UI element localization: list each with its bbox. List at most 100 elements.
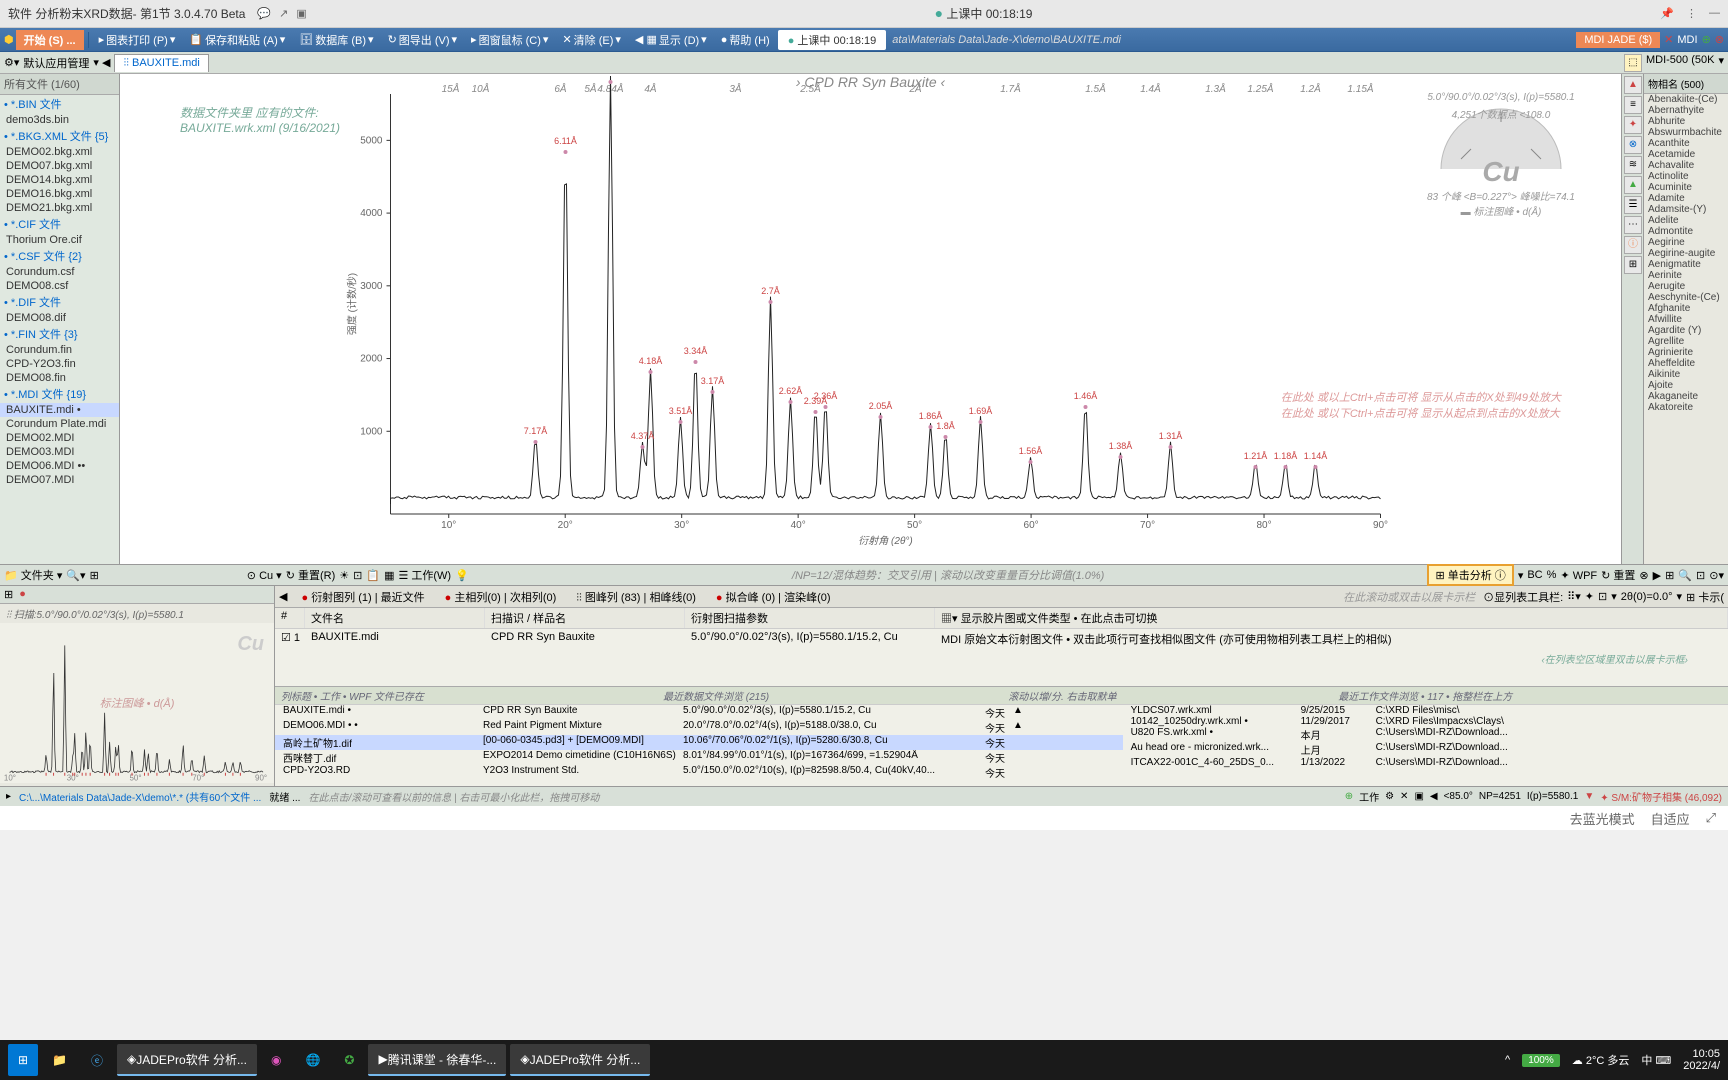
reset2-btn[interactable]: ↻ 重置	[1601, 567, 1635, 583]
tab-phase[interactable]: ● 主相列(0) | 次相列(0)	[439, 587, 563, 607]
task-jade2[interactable]: ◈ JADEPro软件 分析...	[510, 1044, 650, 1076]
phase-item[interactable]: Adamsite-(Y)	[1644, 204, 1728, 215]
tool-4[interactable]: ⊗	[1624, 136, 1642, 154]
file-item[interactable]: DEMO03.MDI	[0, 445, 119, 459]
bulb-icon[interactable]: 💡	[455, 569, 469, 582]
tool-5[interactable]: ≋	[1624, 156, 1642, 174]
phase-item[interactable]: Acuminite	[1644, 182, 1728, 193]
phase-item[interactable]: Aegirine	[1644, 237, 1728, 248]
mid-r3[interactable]: ⊡	[1696, 569, 1705, 582]
work-btn[interactable]: ☰ 工作(W)	[398, 567, 451, 583]
phase-item[interactable]: Akaganeite	[1644, 391, 1728, 402]
task-wechat[interactable]: ✪	[334, 1044, 364, 1076]
file-group[interactable]: • *.CIF 文件	[0, 215, 119, 233]
menu-display[interactable]: ◀ ▦ 显示 (D) ▾	[629, 30, 713, 50]
file-item[interactable]: DEMO07.MDI	[0, 473, 119, 487]
task-tencent[interactable]: ▶ 腾讯课堂 - 徐春华-...	[368, 1044, 506, 1076]
phase-item[interactable]: Aikinite	[1644, 369, 1728, 380]
file-item[interactable]: DEMO16.bkg.xml	[0, 187, 119, 201]
table-row[interactable]: ☑ 1 BAUXITE.mdi CPD RR Syn Bauxite 5.0°/…	[275, 629, 1728, 649]
menu-clear[interactable]: ✕ 清除 (E) ▾	[556, 30, 626, 50]
menu-cursor[interactable]: ▸ 图窗鼠标 (C) ▾	[465, 30, 554, 50]
select-tool[interactable]: ⬚	[1624, 54, 1642, 72]
tool-9[interactable]: ⓘ	[1624, 236, 1642, 254]
close-mid[interactable]: ⊗	[1639, 569, 1648, 582]
start-button[interactable]: ⊞	[8, 1044, 38, 1076]
tb-4[interactable]: ▾	[1611, 590, 1617, 603]
task-chrome[interactable]: 🌐	[295, 1044, 330, 1076]
file-group[interactable]: • *.FIN 文件 {3}	[0, 325, 119, 343]
phase-item[interactable]: Aerugite	[1644, 281, 1728, 292]
recent-data-row[interactable]: DEMO06.MDI • •Red Paint Pigment Mixture2…	[275, 720, 1123, 735]
bl-icon2[interactable]: ●	[19, 588, 26, 601]
file-item[interactable]: Corundum Plate.mdi	[0, 417, 119, 431]
recent-work-row[interactable]: YLDCS07.wrk.xml9/25/2015C:\XRD Files\mis…	[1123, 705, 1728, 716]
phase-item[interactable]: Agardite (Y)	[1644, 325, 1728, 336]
tb-1[interactable]: ⠿▾	[1567, 590, 1581, 603]
file-item[interactable]: Corundum.csf	[0, 265, 119, 279]
file-item[interactable]: DEMO02.MDI	[0, 431, 119, 445]
phase-item[interactable]: Actinolite	[1644, 171, 1728, 182]
bc-btn[interactable]: BC	[1527, 569, 1542, 581]
phase-item[interactable]: Achavalite	[1644, 160, 1728, 171]
sb-icon[interactable]: ▸	[6, 791, 11, 802]
close-icon-2[interactable]: ⊗	[1715, 33, 1724, 46]
menu-print[interactable]: ▸ 图表打印 (P) ▾	[93, 30, 182, 50]
reset-btn[interactable]: ↻ 重置(R)	[286, 567, 336, 583]
file-item[interactable]: DEMO08.dif	[0, 311, 119, 325]
misc-3[interactable]: ▦	[384, 569, 394, 582]
grid-icon[interactable]: ⊞	[90, 569, 99, 582]
mid-r4[interactable]: ⊙▾	[1709, 569, 1724, 582]
expand-icon[interactable]: ⤢	[1706, 810, 1716, 826]
file-item[interactable]: Corundum.fin	[0, 343, 119, 357]
file-item[interactable]: demo3ds.bin	[0, 113, 119, 127]
window-icon[interactable]: ▣	[296, 7, 306, 20]
cu-btn[interactable]: ⊙ Cu ▾	[247, 569, 282, 582]
mid-r2[interactable]: 🔍	[1678, 569, 1692, 582]
tb-6[interactable]: ⊞ 卡示(	[1686, 589, 1724, 605]
tb-3[interactable]: ⊡	[1598, 590, 1607, 603]
phase-item[interactable]: Adelite	[1644, 215, 1728, 226]
blue-mode[interactable]: 去蓝光模式	[1570, 809, 1635, 828]
tb-2[interactable]: ✦	[1585, 590, 1594, 603]
more-icon[interactable]: ⋮	[1686, 7, 1697, 20]
task-explorer[interactable]: 📁	[42, 1044, 77, 1076]
chat-icon[interactable]: 💬	[257, 7, 271, 20]
menu-save[interactable]: 📋 保存和粘贴 (A) ▾	[183, 30, 291, 50]
phase-item[interactable]: Agrellite	[1644, 336, 1728, 347]
mdi500-dropdown[interactable]: MDI-500 (50K	[1646, 54, 1714, 72]
task-pdf[interactable]: ◉	[261, 1044, 291, 1076]
tool-2[interactable]: ≡	[1624, 96, 1642, 114]
dropdown-2[interactable]: ▾ ◀	[93, 56, 110, 69]
mid-r1[interactable]: ⊞	[1665, 569, 1674, 582]
tool-1[interactable]: ▲	[1624, 76, 1642, 94]
search-icon[interactable]: 🔍▾	[66, 569, 85, 582]
file-group[interactable]: • *.BKG.XML 文件 {5}	[0, 127, 119, 145]
phase-item[interactable]: Abhurite	[1644, 116, 1728, 127]
recent-work-row[interactable]: 10142_10250dry.wrk.xml •11/29/2017C:\XRD…	[1123, 716, 1728, 727]
file-item[interactable]: DEMO08.csf	[0, 279, 119, 293]
ime[interactable]: 中 ⌨	[1641, 1052, 1671, 1068]
ok-icon[interactable]: ⊕	[1702, 33, 1711, 46]
recent-data-row[interactable]: BAUXITE.mdi •CPD RR Syn Bauxite5.0°/90.0…	[275, 705, 1123, 720]
pct-btn[interactable]: %	[1547, 569, 1557, 581]
tool-6[interactable]: ▲	[1624, 176, 1642, 194]
recent-work-row[interactable]: ITCAX22-001C_4-60_25DS_0...1/13/2022C:\U…	[1123, 757, 1728, 768]
default-mgmt[interactable]: 默认应用管理	[23, 55, 89, 71]
file-group[interactable]: • *.BIN 文件	[0, 95, 119, 113]
file-tab[interactable]: ⫶⫶ BAUXITE.mdi	[114, 54, 208, 72]
file-item[interactable]: DEMO07.bkg.xml	[0, 159, 119, 173]
file-item[interactable]: CPD-Y2O3.fin	[0, 357, 119, 371]
phase-item[interactable]: Agrinierite	[1644, 347, 1728, 358]
menu-db[interactable]: 🗄 数据库 (B) ▾	[293, 30, 379, 50]
phase-item[interactable]: Afghanite	[1644, 303, 1728, 314]
menu-start[interactable]: 开始 (S) ...	[16, 30, 84, 50]
recent-work-row[interactable]: Au head ore - micronized.wrk...上月C:\User…	[1123, 742, 1728, 757]
tab-peaks[interactable]: ⫶⫶ 图峰列 (83) | 相峰线(0)	[570, 587, 702, 607]
phase-item[interactable]: Ajoite	[1644, 380, 1728, 391]
xrd-chart[interactable]: › CPD RR Syn Bauxite ‹ 数据文件夹里 应有的文件: BAU…	[120, 74, 1621, 564]
nav-left[interactable]: ◀	[279, 590, 287, 603]
tab-diffraction[interactable]: ● 衍射图列 (1) | 最近文件	[295, 587, 430, 607]
nav-r[interactable]: ▶	[1653, 569, 1661, 582]
phase-item[interactable]: Abernathyite	[1644, 105, 1728, 116]
